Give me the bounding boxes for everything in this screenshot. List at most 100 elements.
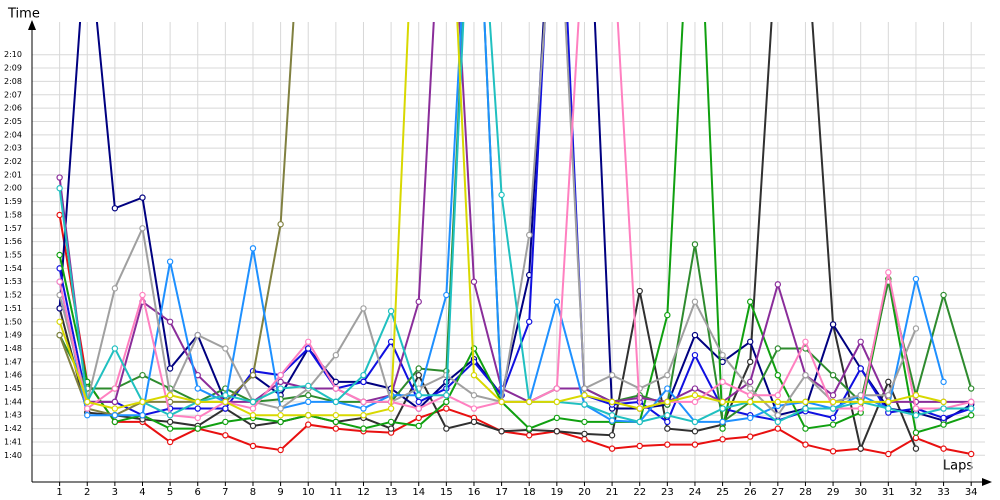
lap-marker (222, 345, 229, 352)
x-tick-label: 18 (523, 487, 536, 498)
x-tick-label: 24 (689, 487, 702, 498)
lap-marker (166, 318, 174, 325)
lap-marker (885, 398, 892, 406)
series-line (58, 22, 972, 434)
lap-marker (747, 378, 754, 386)
y-tick-label: 1:46 (4, 371, 22, 380)
lap-marker (56, 278, 63, 285)
lap-marker (249, 245, 257, 252)
lap-marker (111, 285, 119, 292)
lap-marker (166, 438, 174, 446)
lap-marker (940, 445, 947, 452)
lap-marker (581, 392, 588, 399)
lap-marker (774, 345, 782, 352)
y-tick-label: 1:58 (4, 210, 22, 219)
lap-marker (526, 432, 533, 439)
lap-marker (249, 405, 257, 412)
lap-marker (581, 418, 588, 426)
lap-marker (84, 405, 91, 412)
x-tick-label: 26 (744, 487, 757, 498)
lap-marker (967, 450, 975, 458)
x-tick-label: 8 (250, 487, 256, 498)
lap-marker (608, 412, 616, 419)
x-tick-label: 14 (412, 487, 425, 498)
lap-marker (415, 365, 422, 372)
lap-marker (664, 398, 671, 406)
lap-marker (774, 281, 782, 288)
lap-marker (747, 392, 754, 399)
lap-marker (305, 345, 312, 352)
lap-marker (222, 392, 229, 399)
lap-marker (111, 205, 119, 212)
lap-marker (774, 425, 782, 432)
x-tick-label: 29 (827, 487, 840, 498)
lap-marker (719, 436, 726, 443)
lap-marker (498, 398, 505, 406)
x-tick-label: 17 (495, 487, 508, 498)
lap-marker (691, 428, 699, 435)
lap-marker (332, 378, 340, 386)
lap-marker (581, 385, 588, 392)
lap-marker (885, 392, 892, 399)
lap-marker (56, 305, 63, 312)
lap-marker (857, 338, 864, 345)
x-tick-label: 21 (606, 487, 619, 498)
lap-marker (111, 385, 119, 392)
lap-marker (443, 392, 450, 399)
lap-marker (277, 446, 284, 454)
y-tick-label: 2:10 (4, 50, 22, 59)
x-tick-label: 12 (357, 487, 370, 498)
x-tick-label: 30 (854, 487, 867, 498)
y-tick-label: 2:06 (4, 104, 22, 113)
lap-marker (967, 385, 975, 392)
lap-marker (360, 425, 367, 432)
x-tick-label: 15 (440, 487, 453, 498)
lap-marker (747, 414, 754, 422)
lap-marker (747, 398, 754, 406)
y-tick-label: 1:54 (4, 264, 22, 273)
y-tick-label: 1:47 (4, 357, 22, 366)
lap-marker (332, 351, 340, 359)
lap-marker (967, 405, 975, 412)
lap-marker (691, 298, 699, 305)
lap-marker (498, 191, 505, 199)
lap-marker (470, 371, 478, 379)
y-tick-label: 1:53 (4, 277, 22, 286)
y-tick-label: 2:05 (4, 117, 22, 126)
lap-marker (56, 331, 63, 339)
lap-marker (305, 412, 312, 419)
lap-marker (111, 418, 119, 426)
y-axis-arrow (28, 20, 36, 30)
lap-marker (912, 412, 920, 419)
series (56, 22, 975, 458)
lap-marker (636, 442, 643, 450)
lap-marker (526, 398, 533, 406)
lap-marker (912, 392, 920, 399)
lap-marker (166, 425, 174, 432)
lap-marker (940, 378, 947, 386)
x-tick-label: 11 (329, 487, 342, 498)
lap-marker (664, 385, 671, 392)
lap-marker (747, 358, 754, 366)
series-line (58, 22, 917, 452)
x-axis-title: Laps (943, 459, 973, 474)
lap-marker (912, 429, 920, 436)
lap-marker (222, 398, 229, 406)
series-line (58, 214, 972, 456)
lap-marker (940, 421, 947, 428)
lap-marker (829, 321, 837, 328)
y-tick-label: 1:52 (4, 291, 22, 300)
lap-marker (222, 432, 229, 439)
y-tick-label: 2:03 (4, 144, 22, 153)
y-tick-label: 1:51 (4, 304, 22, 313)
lap-marker (139, 371, 146, 379)
lap-marker (802, 338, 809, 345)
lap-marker (277, 371, 284, 379)
lap-marker (829, 421, 837, 428)
x-tick-label: 20 (578, 487, 591, 498)
lap-marker (664, 425, 671, 432)
lap-marker (277, 385, 284, 392)
lap-marker (249, 442, 257, 450)
lap-marker (857, 405, 864, 412)
